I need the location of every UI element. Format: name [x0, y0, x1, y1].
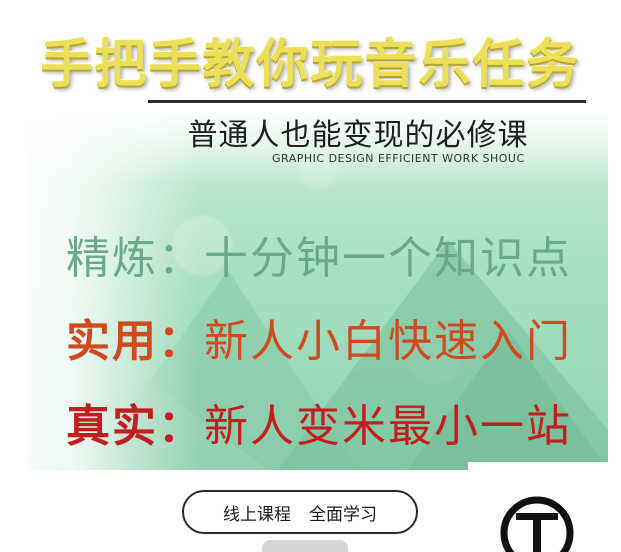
poster-subtitle: 普通人也能变现的必修课 — [187, 118, 529, 153]
feature-label: 精炼： — [66, 233, 204, 284]
feature-row-practical: 实用：新人小白快速入门 — [66, 305, 572, 369]
t-circle-logo-icon — [500, 496, 574, 552]
feature-label: 真实： — [66, 401, 204, 452]
bottom-tab — [262, 540, 348, 552]
title-divider — [148, 100, 586, 103]
feature-row-refined: 精炼：十分钟一个知识点 — [66, 222, 572, 286]
feature-text: 新人小白快速入门 — [204, 316, 572, 367]
left-fade — [0, 0, 200, 480]
feature-label: 实用： — [66, 316, 204, 367]
poster-tagline: GRAPHIC DESIGN EFFICIENT WORK SHOUC — [272, 152, 525, 165]
feature-text: 新人变米最小一站 — [204, 401, 572, 452]
pill-right-label: 全面学习 — [309, 504, 377, 525]
feature-row-real: 真实：新人变米最小一站 — [66, 390, 572, 454]
pill-left-label: 线上课程 — [223, 504, 291, 525]
logo-panel — [468, 462, 621, 552]
online-course-pill-button[interactable]: 线上课程 全面学习 — [182, 490, 418, 534]
poster-title: 手把手教你玩音乐任务 — [40, 35, 581, 95]
feature-text: 十分钟一个知识点 — [204, 233, 572, 284]
